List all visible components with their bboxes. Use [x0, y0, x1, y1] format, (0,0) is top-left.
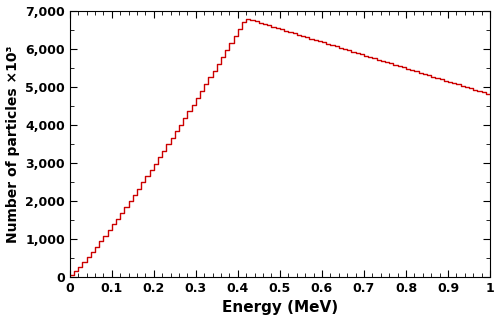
Y-axis label: Number of particles ×10³: Number of particles ×10³: [6, 45, 20, 243]
X-axis label: Energy (MeV): Energy (MeV): [222, 300, 338, 316]
